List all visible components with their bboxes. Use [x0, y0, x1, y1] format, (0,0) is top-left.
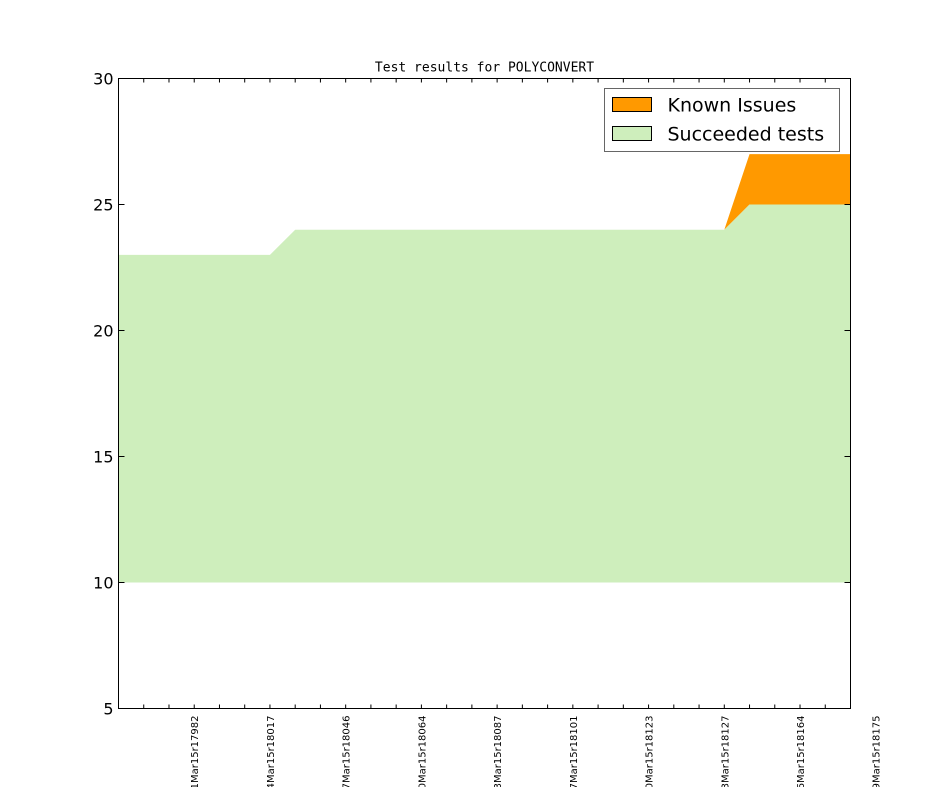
- y-tick-label: 10: [93, 574, 113, 593]
- x-tick-label: 6Mar15r18164: [796, 716, 807, 787]
- legend-label: Succeeded tests: [668, 124, 825, 146]
- y-tick-label: 20: [93, 322, 113, 341]
- x-tick-label: 0Mar15r18064: [417, 716, 428, 787]
- x-tick-label: 7Mar15r18101: [569, 716, 580, 787]
- x-axis: 1Mar15r17982 4Mar15r18017 7Mar15r18046 0Mar…: [143, 78, 883, 787]
- y-tick-label: 15: [93, 448, 113, 467]
- chart-title: Test results for POLYCONVERT: [375, 61, 594, 76]
- y-tick-label: 25: [93, 196, 113, 215]
- legend-swatch: [612, 97, 652, 112]
- x-tick-label: 1Mar15r17982: [190, 716, 201, 787]
- x-tick-label: 3Mar15r18087: [493, 716, 504, 787]
- x-tick-label: 0Mar15r18123: [645, 716, 656, 787]
- x-tick-label: 3Mar15r18127: [720, 716, 731, 787]
- x-tick-label: 4Mar15r18017: [266, 716, 277, 787]
- y-tick-label: 5: [103, 700, 113, 719]
- y-tick-label: 30: [93, 70, 113, 89]
- legend-label: Known Issues: [668, 95, 797, 117]
- plot-frame: [118, 78, 851, 709]
- x-tick-label: 7Mar15r18046: [342, 716, 353, 787]
- legend: Known Issues Succeeded tests: [604, 88, 840, 152]
- series-area-succeeded-tests: [118, 204, 851, 583]
- legend-swatch: [612, 126, 652, 141]
- y-axis: 5 10 15 20 25 30: [93, 70, 851, 719]
- x-tick-label: 9Mar15r18175: [872, 716, 883, 787]
- series-area-known-issues: [118, 154, 851, 255]
